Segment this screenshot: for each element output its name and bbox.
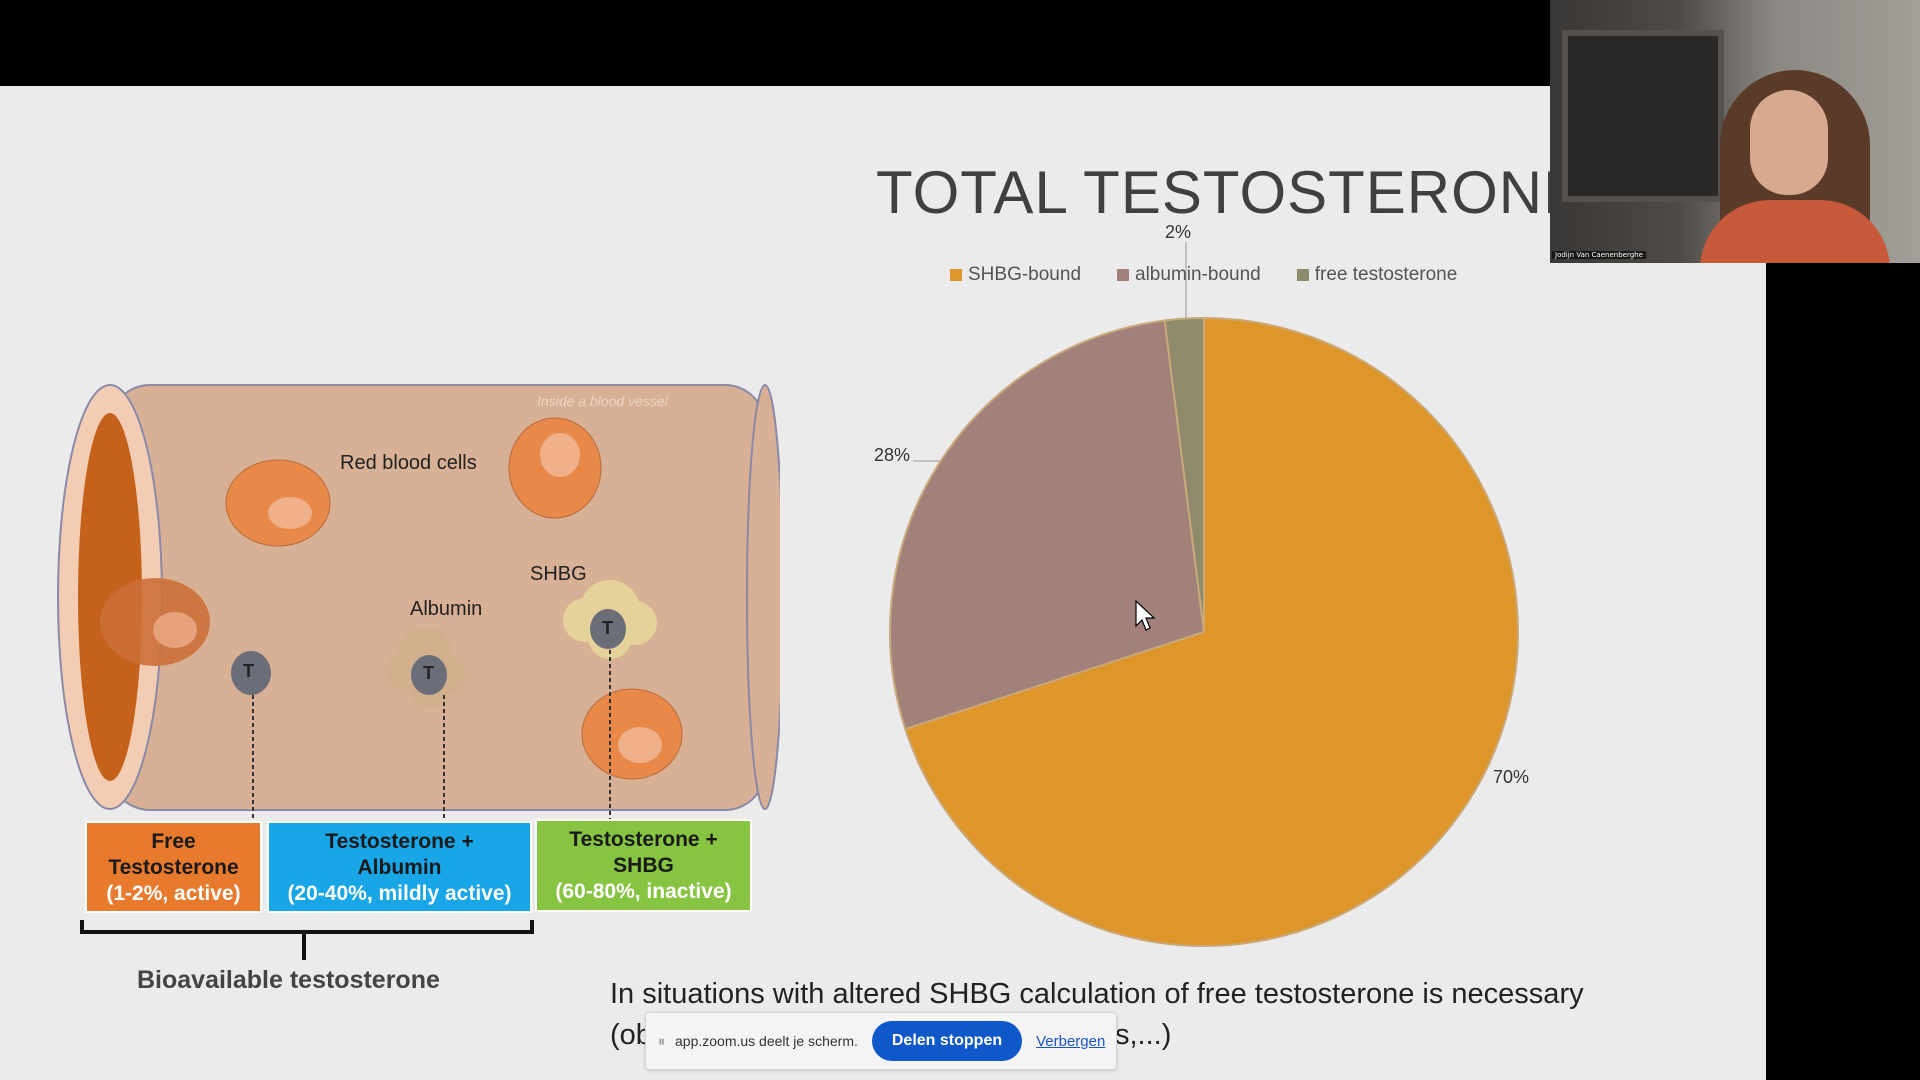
legend-label-albumin: albumin-bound bbox=[1135, 264, 1261, 285]
label-albumin: Albumin bbox=[410, 598, 483, 620]
red-blood-cell-4 bbox=[581, 688, 683, 780]
box-albumin-line1: Testosterone + bbox=[325, 830, 474, 853]
box-albumin-line3: (20-40%, mildly active) bbox=[287, 882, 512, 905]
webcam-video-tile[interactable]: Jodijn Van Caenenberghe bbox=[1550, 0, 1920, 263]
box-albumin-line2: Albumin bbox=[357, 856, 442, 879]
bioavailable-label: Bioavailable testosterone bbox=[137, 966, 440, 994]
slide-title: TOTAL TESTOSTERONE bbox=[876, 159, 1585, 226]
black-top-bar bbox=[0, 0, 1550, 86]
t-label-albumin: T bbox=[423, 663, 434, 683]
t-marker-shbg bbox=[590, 609, 626, 649]
t-marker-free bbox=[231, 651, 271, 695]
bottom-text-end: s,...) bbox=[1115, 1019, 1172, 1051]
box-testosterone-albumin: Testosterone + Albumin (20-40%, mildly a… bbox=[267, 821, 532, 913]
zoom-share-bar[interactable]: ⏸ app.zoom.us deelt je scherm. Delen sto… bbox=[645, 1012, 1117, 1070]
webcam-wall-frame bbox=[1562, 30, 1724, 202]
red-blood-cell-2 bbox=[508, 417, 602, 519]
participant-shirt bbox=[1700, 200, 1890, 263]
slide-bottom-text-line1: In situations with altered SHBG calculat… bbox=[610, 978, 1584, 1010]
pie-label-albumin: 28% bbox=[874, 445, 911, 465]
black-right-bar bbox=[1766, 263, 1920, 1080]
t-label-free: T bbox=[243, 661, 254, 681]
box-free-line3: (1-2%, active) bbox=[106, 882, 241, 905]
hide-link[interactable]: Verbergen bbox=[1036, 1032, 1106, 1050]
stop-sharing-button[interactable]: Delen stoppen bbox=[871, 1021, 1023, 1061]
box-free-line1: Free bbox=[151, 830, 196, 853]
pie-label-shbg: 70% bbox=[1493, 767, 1530, 787]
legend-swatch-free bbox=[1296, 269, 1309, 281]
legend-item-shbg: SHBG-bound bbox=[950, 264, 1081, 286]
drag-handle-icon[interactable]: ⏸ bbox=[658, 1032, 665, 1049]
participant-name-label: Jodijn Van Caenenberghe bbox=[1552, 251, 1646, 259]
legend-label-free: free testosterone bbox=[1314, 264, 1458, 285]
t-marker-albumin bbox=[411, 655, 447, 695]
label-shbg: SHBG bbox=[530, 563, 587, 585]
bioavailable-bracket bbox=[80, 920, 534, 960]
box-shbg-line3: (60-80%, inactive) bbox=[555, 880, 732, 903]
red-blood-cell-3 bbox=[100, 578, 210, 666]
zoom-share-message: app.zoom.us deelt je scherm. bbox=[675, 1033, 858, 1049]
participant-face bbox=[1750, 90, 1828, 195]
box-shbg-line1: Testosterone + bbox=[569, 828, 718, 851]
legend-item-albumin: albumin-bound bbox=[1117, 264, 1261, 286]
t-label-shbg: T bbox=[602, 618, 613, 638]
legend-item-free: free testosterone bbox=[1296, 264, 1458, 286]
label-red-blood-cells: Red blood cells bbox=[340, 452, 477, 474]
legend-swatch-shbg bbox=[950, 269, 962, 281]
box-free-line2: Testosterone bbox=[108, 856, 239, 879]
chart-legend: SHBG-bound albumin-bound free testostero… bbox=[950, 264, 1457, 286]
pie-label-free: 2% bbox=[1165, 222, 1192, 242]
slide-bottom-text-line2: (ob s,...) bbox=[610, 1019, 1171, 1052]
red-blood-cell-1 bbox=[225, 459, 331, 547]
blood-vessel-illustration bbox=[57, 384, 780, 822]
vessel-watermark: Inside a blood vessel bbox=[537, 393, 668, 409]
bottom-text-start: (ob bbox=[610, 1019, 652, 1051]
box-free-testosterone: Free Testosterone (1-2%, active) bbox=[85, 821, 262, 913]
legend-swatch-albumin bbox=[1117, 269, 1130, 281]
box-testosterone-shbg: Testosterone + SHBG (60-80%, inactive) bbox=[535, 819, 752, 912]
box-shbg-line2: SHBG bbox=[613, 854, 674, 877]
vessel-end bbox=[746, 384, 780, 810]
legend-label-shbg: SHBG-bound bbox=[968, 264, 1082, 285]
